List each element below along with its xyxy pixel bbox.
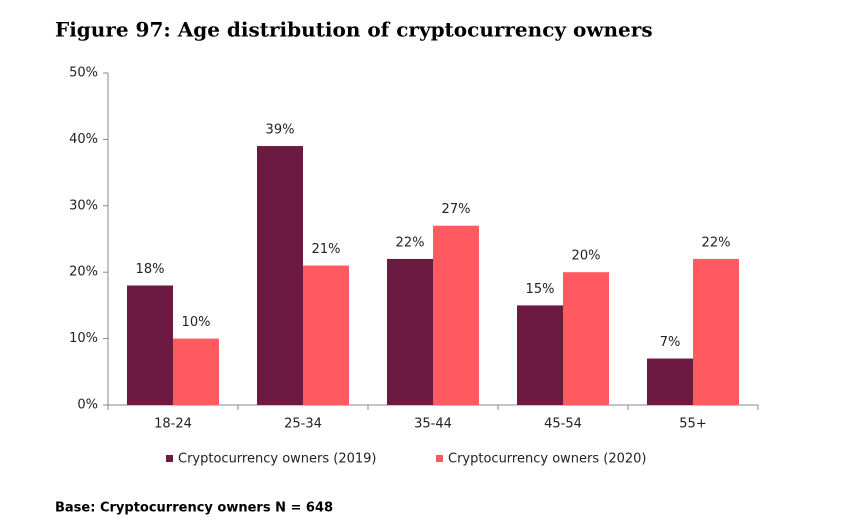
value-label: 22% [702,235,731,250]
bar [387,258,433,405]
value-label: 18% [136,262,165,277]
legend-swatch [436,455,443,462]
y-tick-label: 30% [69,198,98,213]
x-tick-label: 18-24 [154,417,192,432]
value-label: 27% [442,202,471,217]
x-tick-label: 45-54 [544,417,582,432]
chart-title: Figure 97: Age distribution of cryptocur… [55,18,653,42]
bar [173,338,219,405]
x-tick-label: 55+ [679,417,706,432]
bar [517,305,563,405]
bar [563,272,609,405]
value-label: 15% [526,282,555,297]
value-label: 7% [660,335,681,350]
value-label: 21% [312,242,341,257]
value-label: 10% [182,315,211,330]
value-label: 22% [396,235,425,250]
y-tick-label: 40% [69,132,98,147]
bar [433,225,479,405]
bar [257,146,303,406]
legend-label: Cryptocurrency owners (2020) [448,452,647,467]
legend-swatch [166,455,173,462]
value-label: 39% [266,123,295,138]
footnote: Base: Cryptocurrency owners N = 648 [55,501,333,516]
y-tick-label: 20% [69,265,98,280]
x-tick-label: 35-44 [414,417,452,432]
bar [127,285,173,405]
bar [303,265,349,405]
bar [647,358,693,405]
y-tick-label: 0% [77,398,98,413]
x-tick-label: 25-34 [284,417,322,432]
value-label: 20% [572,249,601,264]
y-tick-label: 10% [69,331,98,346]
bar [693,258,739,405]
legend-label: Cryptocurrency owners (2019) [178,452,377,467]
y-tick-label: 50% [69,66,98,81]
